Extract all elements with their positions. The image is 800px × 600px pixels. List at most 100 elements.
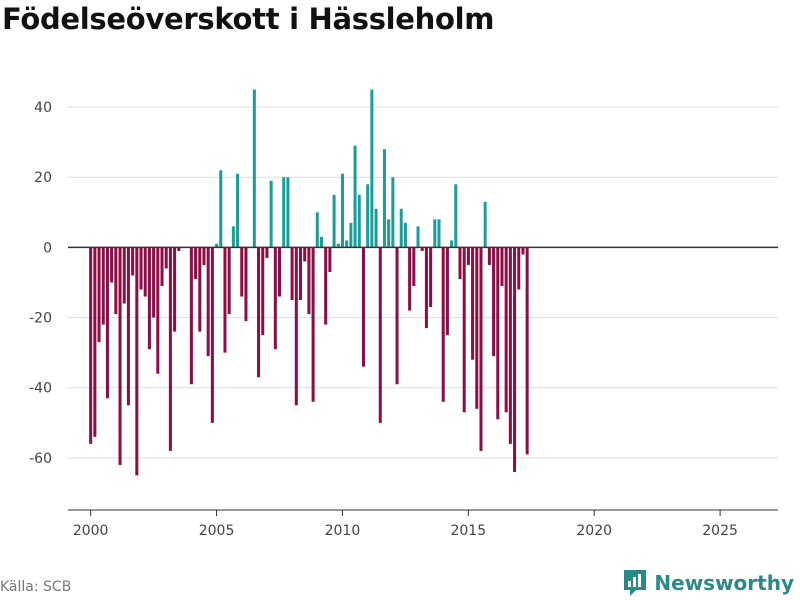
x-tick-label: 2010 (325, 523, 361, 539)
newsworthy-logo-icon (624, 570, 647, 596)
bar (269, 180, 273, 248)
bar (387, 219, 391, 248)
y-axis-labels: 40 20 0 -20 -40 -60 (29, 100, 52, 467)
bar (504, 247, 508, 413)
bar (521, 247, 525, 255)
y-tick-label: 0 (43, 240, 52, 256)
bar (445, 247, 449, 336)
bar (319, 236, 324, 248)
bar (278, 247, 282, 297)
bar (299, 247, 303, 301)
bar (429, 247, 433, 308)
bar (324, 247, 328, 325)
bar (122, 247, 126, 304)
bars (89, 89, 529, 476)
bar (219, 170, 223, 248)
bar (340, 173, 344, 248)
bar (131, 247, 135, 276)
brand-name: Newsworthy (654, 571, 794, 595)
y-tick-label: -20 (29, 311, 52, 327)
bar (437, 219, 441, 248)
bar (89, 247, 93, 444)
bar (353, 145, 357, 248)
bar (240, 247, 244, 297)
bar (307, 247, 311, 315)
x-tick-label: 2000 (73, 523, 109, 539)
y-tick-label: -60 (29, 451, 52, 467)
bar (173, 247, 177, 332)
bar (236, 173, 240, 248)
bar (231, 226, 235, 248)
bar (257, 247, 261, 378)
bar (517, 247, 521, 290)
bar (177, 247, 181, 251)
brand-logo[interactable]: Newsworthy (622, 568, 794, 598)
bar (303, 247, 307, 262)
bar (500, 247, 504, 286)
bar (265, 247, 269, 258)
bar (105, 247, 109, 399)
bar (370, 89, 374, 248)
bar (93, 247, 97, 437)
bar (378, 247, 382, 423)
bar (336, 243, 340, 248)
bar (114, 247, 118, 315)
bar (164, 247, 168, 269)
bar (110, 247, 114, 283)
bar (525, 247, 529, 455)
bar (252, 89, 256, 248)
bar (466, 247, 470, 265)
bar (135, 247, 139, 476)
bar (361, 247, 365, 367)
x-tick-label: 2005 (199, 523, 235, 539)
bar (454, 184, 458, 248)
bar (471, 247, 475, 360)
bar (332, 194, 336, 248)
bar (210, 247, 214, 423)
bar (433, 219, 437, 248)
bar (152, 247, 156, 318)
bar (206, 247, 210, 357)
bar (441, 247, 445, 402)
bar (508, 247, 512, 444)
bar (143, 247, 147, 297)
bar (244, 247, 248, 322)
bar (290, 247, 294, 301)
y-tick-label: 20 (34, 170, 52, 186)
bar (403, 222, 407, 248)
bar (223, 247, 227, 353)
bar (462, 247, 466, 413)
x-tick-label: 2020 (576, 523, 612, 539)
bar (294, 247, 298, 406)
bar (311, 247, 315, 402)
y-tick-label: 40 (34, 100, 52, 116)
bar (366, 184, 370, 248)
bar (382, 149, 386, 248)
bar (458, 247, 462, 279)
chart-title: Födelseöverskott i Hässleholm (2, 2, 495, 36)
bar (194, 247, 198, 279)
grid-lines (68, 106, 778, 459)
bar (97, 247, 101, 343)
x-tick-label: 2015 (450, 523, 486, 539)
bar (475, 247, 479, 409)
bar (202, 247, 206, 265)
bar (118, 247, 122, 465)
bar (160, 247, 164, 286)
bar (479, 247, 483, 451)
x-tick-label: 2025 (702, 523, 738, 539)
bar (273, 247, 277, 350)
bar (328, 247, 332, 272)
bar (496, 247, 500, 420)
bar (227, 247, 231, 315)
bar (156, 247, 160, 374)
bar (168, 247, 172, 451)
bar (391, 177, 395, 248)
bar (357, 194, 361, 248)
bar (215, 243, 219, 248)
bar (483, 201, 487, 248)
bar (399, 208, 403, 248)
source-label: Källa: SCB (0, 579, 72, 595)
bar (450, 240, 454, 248)
